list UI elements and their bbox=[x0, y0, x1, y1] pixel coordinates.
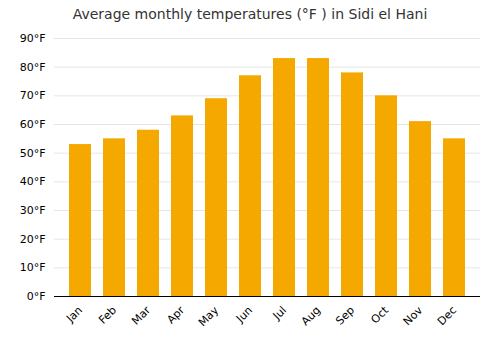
svg-text:Aug: Aug bbox=[299, 304, 323, 328]
svg-text:50°F: 50°F bbox=[20, 147, 46, 160]
svg-text:May: May bbox=[196, 303, 222, 329]
svg-text:Jun: Jun bbox=[233, 304, 255, 326]
svg-text:30°F: 30°F bbox=[20, 204, 46, 217]
svg-text:Dec: Dec bbox=[435, 304, 459, 328]
svg-text:Oct: Oct bbox=[368, 303, 391, 326]
svg-text:20°F: 20°F bbox=[20, 233, 46, 246]
svg-text:Feb: Feb bbox=[96, 304, 119, 327]
svg-text:Mar: Mar bbox=[129, 303, 153, 327]
svg-text:0°F: 0°F bbox=[27, 290, 46, 303]
svg-text:Apr: Apr bbox=[164, 303, 187, 326]
svg-text:Jul: Jul bbox=[270, 304, 289, 323]
svg-text:90°F: 90°F bbox=[20, 32, 46, 45]
svg-text:Jan: Jan bbox=[63, 304, 85, 326]
svg-text:40°F: 40°F bbox=[20, 175, 46, 188]
svg-text:Nov: Nov bbox=[401, 303, 426, 328]
svg-text:80°F: 80°F bbox=[20, 61, 46, 74]
svg-text:70°F: 70°F bbox=[20, 89, 46, 102]
html-text:Average monthly temperatures (: Average monthly temperatures (°F ) in Si… bbox=[72, 6, 428, 22]
svg-text:10°F: 10°F bbox=[20, 261, 46, 274]
svg-text:Sep: Sep bbox=[333, 304, 357, 328]
svg-text:60°F: 60°F bbox=[20, 118, 46, 131]
